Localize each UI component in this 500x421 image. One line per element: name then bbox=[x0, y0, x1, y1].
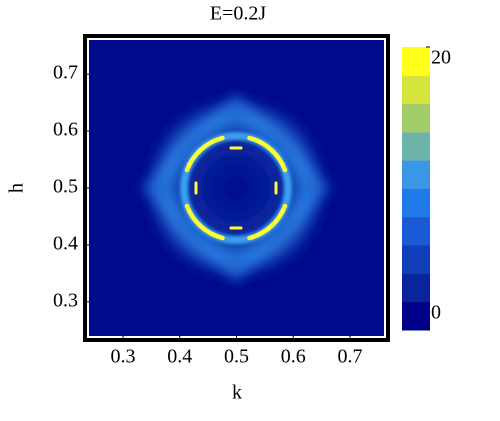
arc bbox=[247, 135, 288, 173]
x-tick-label: 0.4 bbox=[167, 346, 192, 368]
y-tick-label: 0.6 bbox=[53, 119, 78, 141]
arc bbox=[184, 203, 225, 241]
colorbar-step bbox=[402, 216, 430, 246]
colorbar-step bbox=[402, 273, 430, 303]
colorbar-step bbox=[402, 301, 430, 331]
arc bbox=[247, 203, 288, 241]
x-tick-label: 0.6 bbox=[281, 346, 306, 368]
y-tick-label: 0.3 bbox=[53, 289, 78, 311]
glow-diamond bbox=[141, 93, 331, 283]
colorbar-step bbox=[402, 47, 430, 76]
x-tick-label: 0.7 bbox=[337, 346, 362, 368]
ring-peaks bbox=[184, 135, 288, 241]
glow bbox=[141, 93, 331, 283]
colorbar-step bbox=[402, 75, 430, 105]
chart-title: E=0.2J bbox=[210, 3, 266, 25]
ring bbox=[180, 132, 292, 244]
colorbar-step bbox=[402, 245, 430, 274]
y-tick-label: 0.4 bbox=[53, 233, 78, 255]
x-axis-label: k bbox=[232, 382, 242, 404]
x-tick-label: 0.5 bbox=[224, 346, 249, 368]
y-tick-label: 0.5 bbox=[53, 176, 78, 198]
y-axis-label: h bbox=[6, 183, 28, 193]
colorbar-step bbox=[402, 131, 430, 161]
dash bbox=[194, 146, 278, 230]
y-tick-label: 0.7 bbox=[53, 62, 78, 84]
arc bbox=[184, 135, 225, 173]
colorbar-tick-label: 0 bbox=[431, 302, 441, 324]
colorbar-step bbox=[402, 160, 430, 189]
x-tick-label: 0.3 bbox=[111, 346, 136, 368]
colorbar-tick-label: 20 bbox=[431, 47, 451, 69]
heatmap-pattern bbox=[141, 93, 331, 283]
colorbar-step bbox=[402, 188, 430, 218]
colorbar-step bbox=[402, 103, 430, 133]
